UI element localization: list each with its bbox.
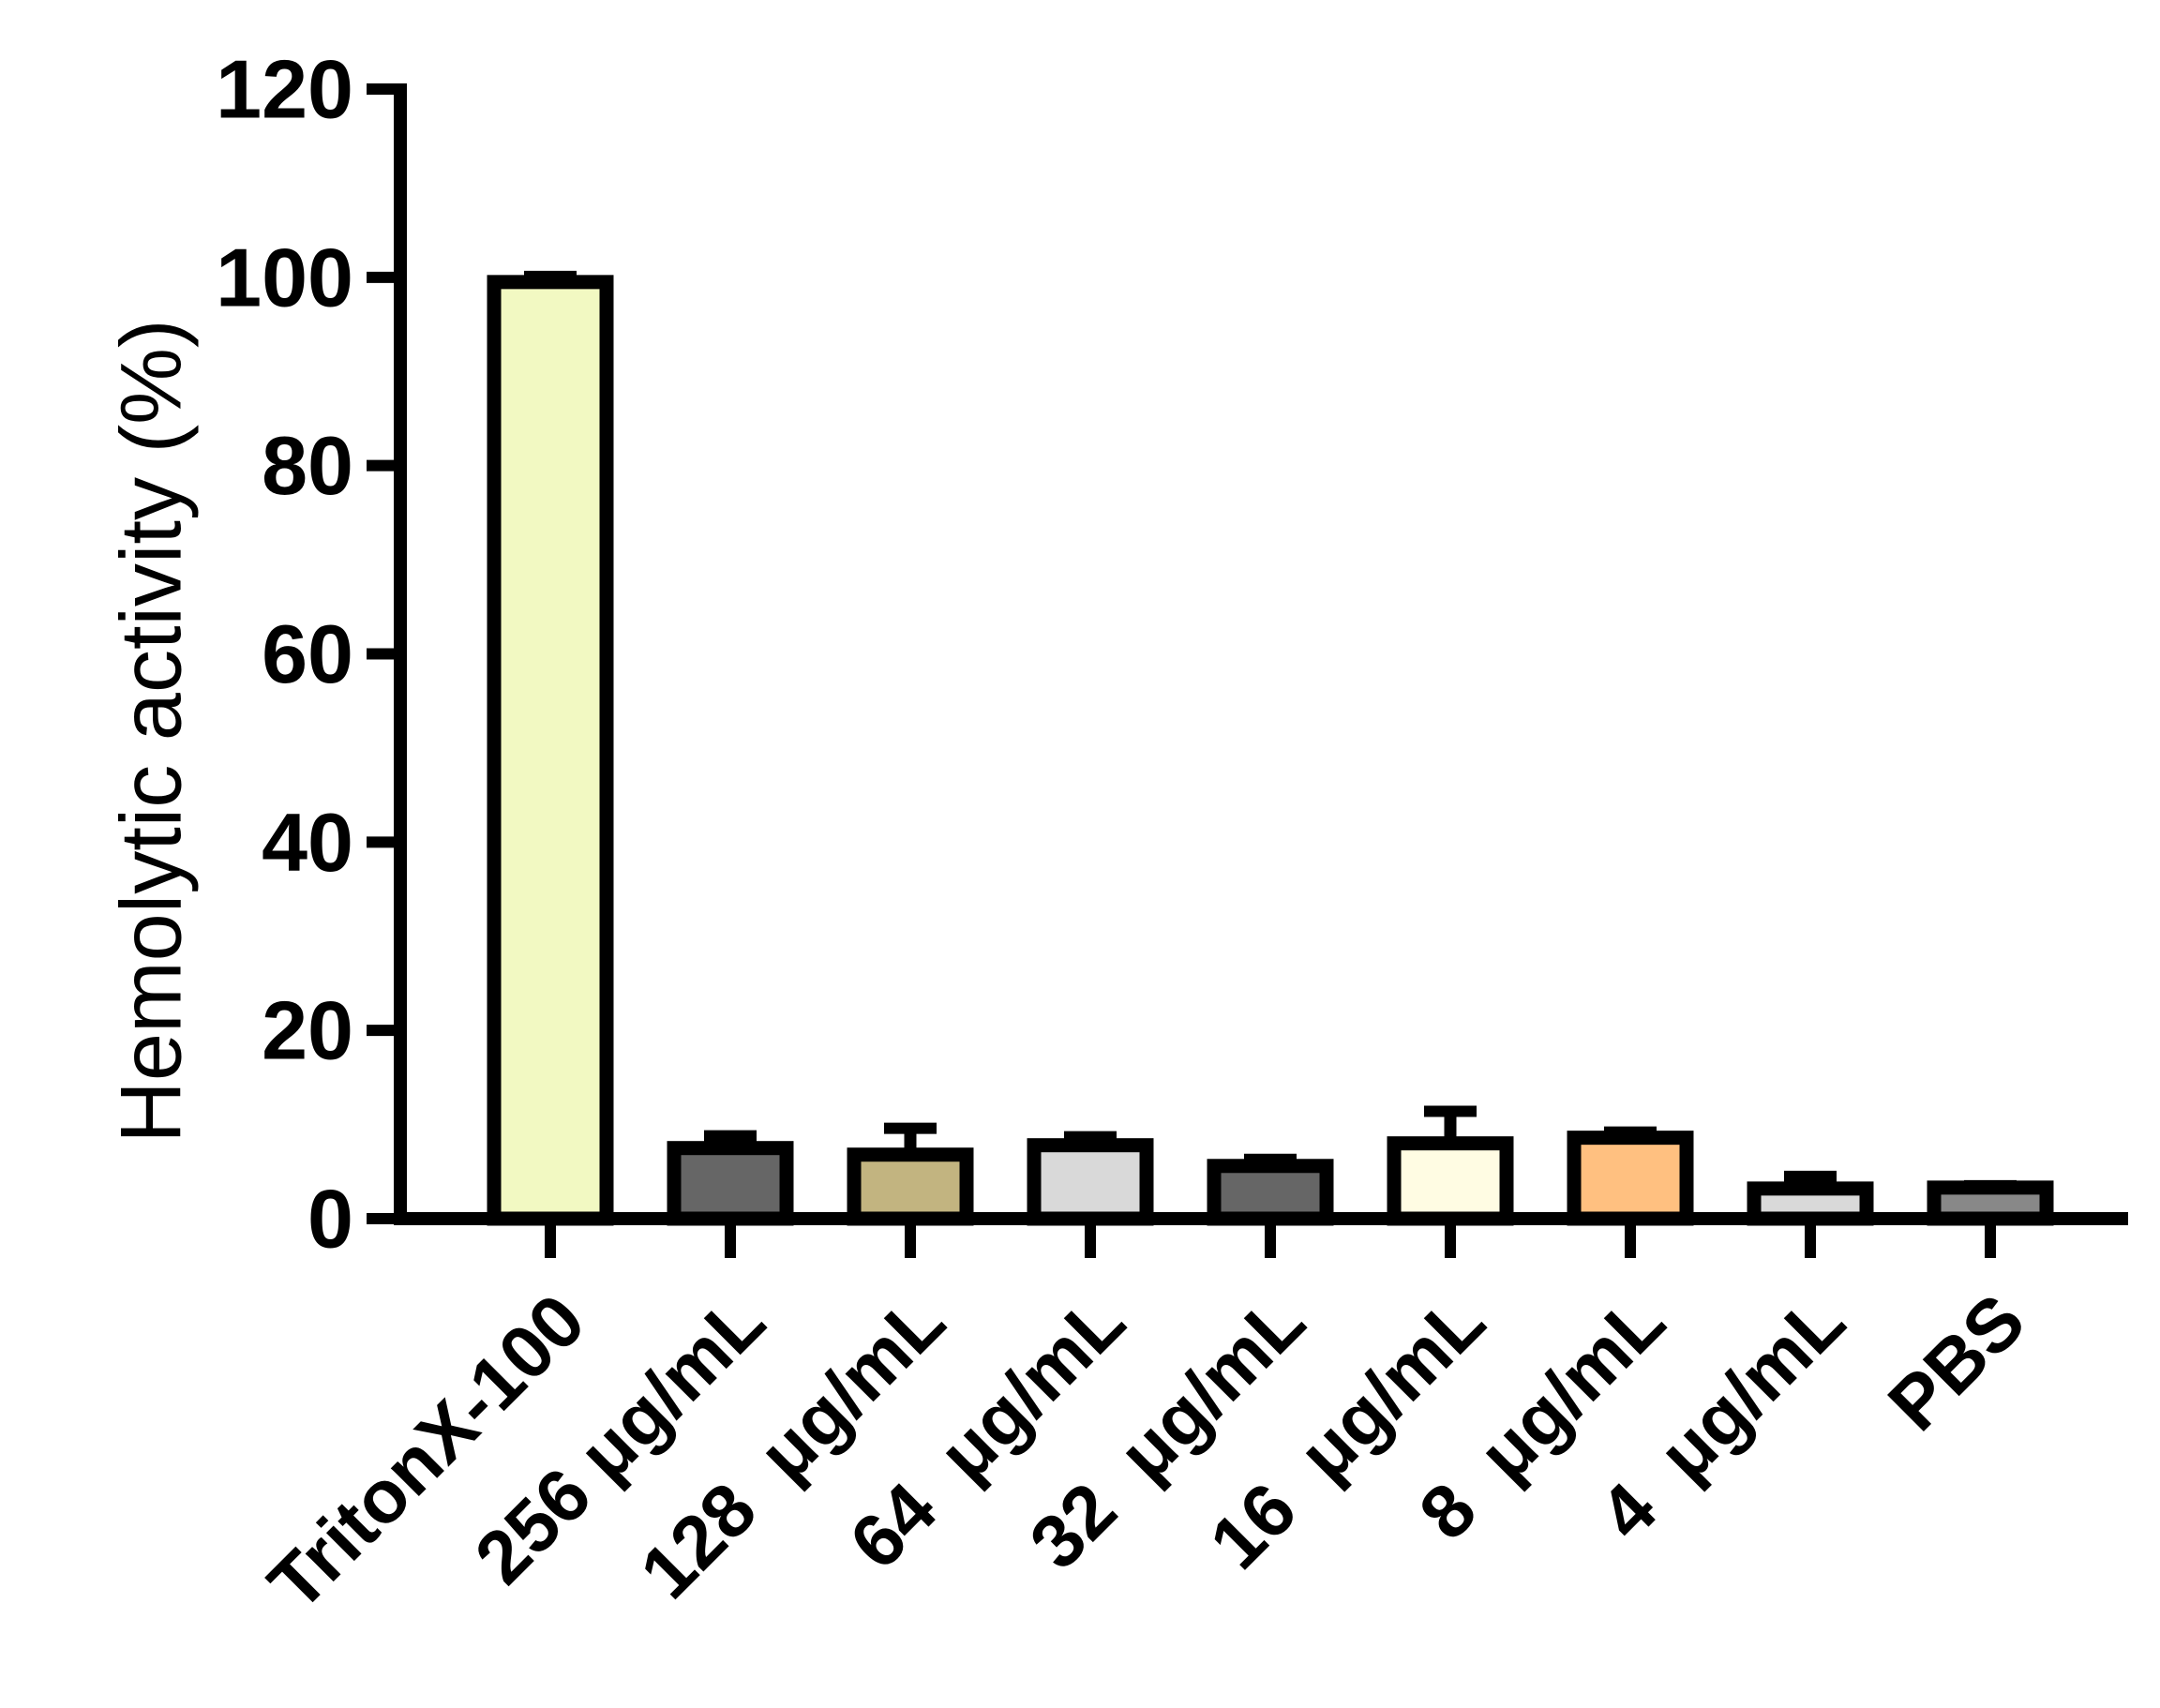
y-tick-label-120: 120 xyxy=(216,43,353,136)
y-tick-label-60: 60 xyxy=(262,607,353,700)
bar-1 xyxy=(667,1141,794,1226)
bar-6 xyxy=(1567,1131,1694,1226)
x-tick-label-8: PBS xyxy=(1872,1279,2040,1446)
y-tick-label-0: 0 xyxy=(308,1173,353,1266)
y-axis-label: Hemolytic activity (%) xyxy=(103,319,199,1143)
bar-0 xyxy=(487,275,614,1226)
bar-3 xyxy=(1027,1138,1154,1226)
bar-5 xyxy=(1387,1136,1514,1226)
y-tick-label-20: 20 xyxy=(262,984,353,1077)
y-tick-label-80: 80 xyxy=(262,419,353,512)
bar-2 xyxy=(847,1147,974,1226)
y-tick-label-40: 40 xyxy=(262,796,353,889)
bars-group xyxy=(487,270,2054,1226)
bar-4 xyxy=(1207,1159,1334,1226)
y-tick-label-100: 100 xyxy=(216,231,353,323)
